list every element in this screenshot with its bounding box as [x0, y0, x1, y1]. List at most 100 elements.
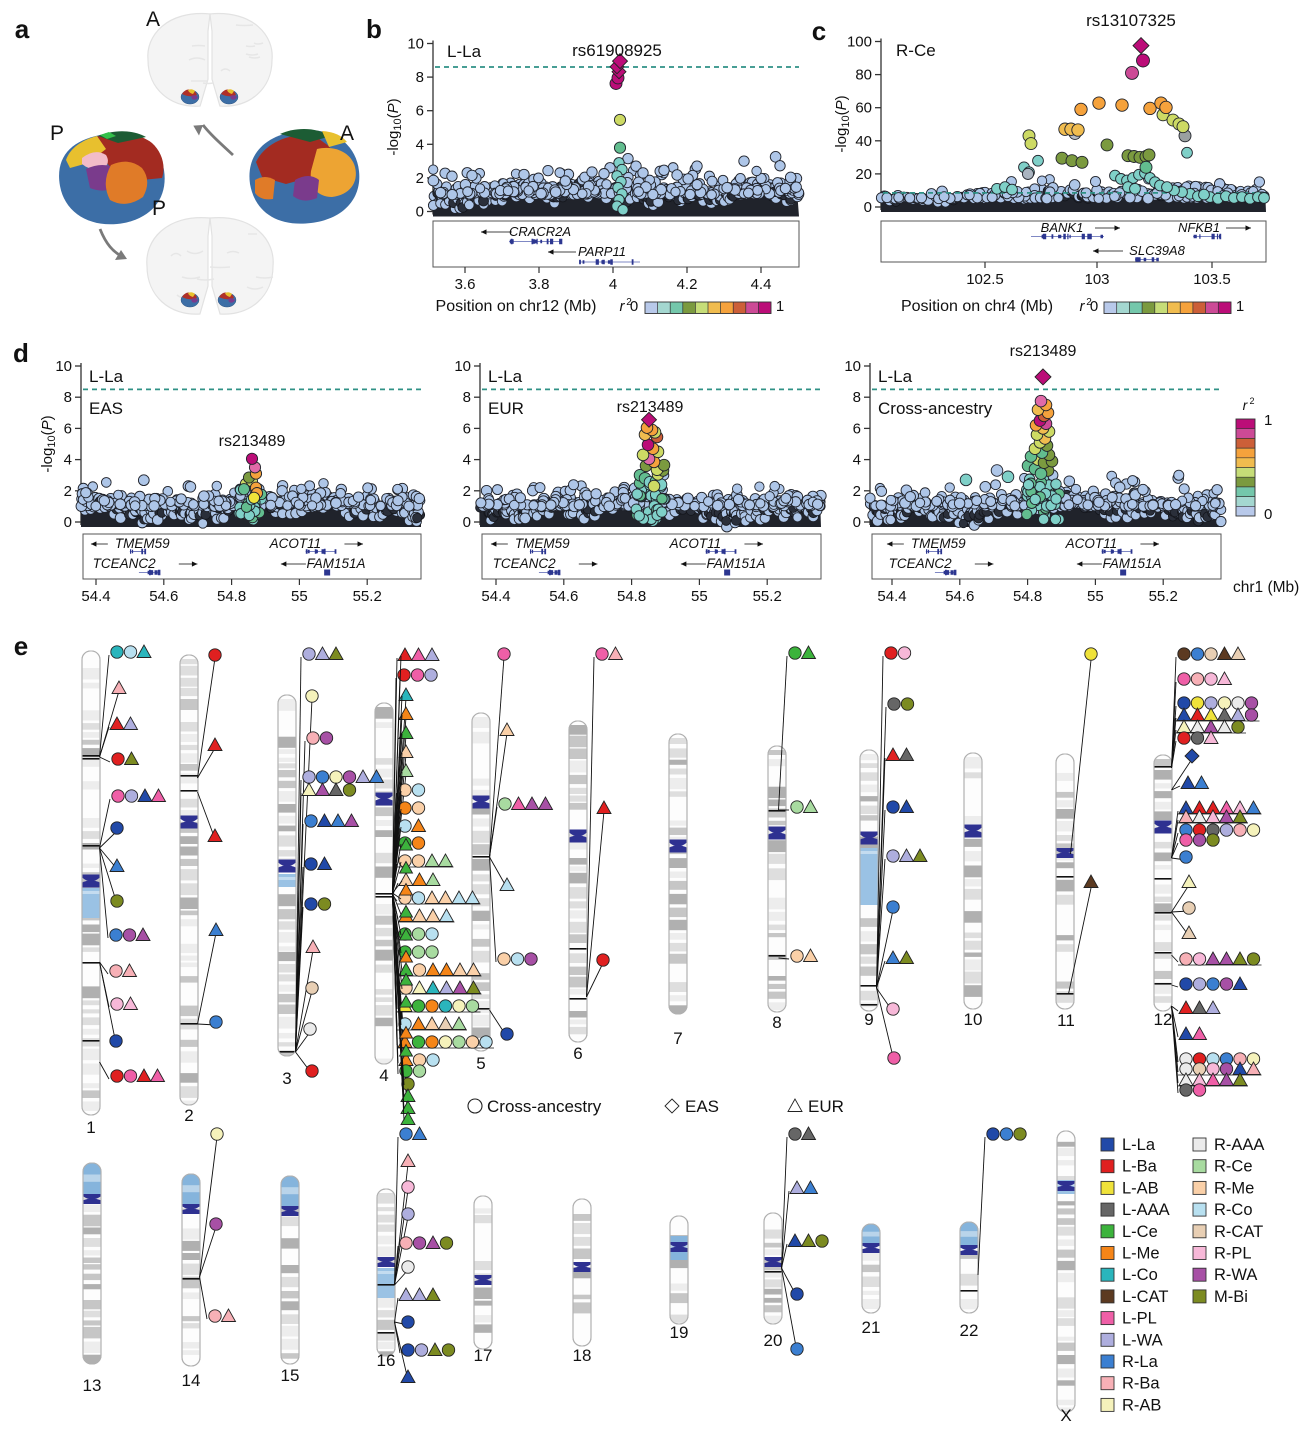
svg-text:102.5: 102.5: [966, 271, 1004, 288]
svg-text:rs61908925: rs61908925: [572, 41, 662, 60]
svg-text:6: 6: [64, 420, 72, 437]
svg-text:54.6: 54.6: [149, 588, 178, 605]
svg-text:rs13107325: rs13107325: [1086, 11, 1176, 30]
svg-text:8: 8: [463, 389, 471, 406]
svg-text:R-AAA: R-AAA: [1214, 1136, 1264, 1154]
svg-text:6: 6: [853, 420, 861, 437]
svg-text:20: 20: [855, 166, 872, 183]
svg-text:0: 0: [630, 298, 638, 315]
svg-text:8: 8: [64, 389, 72, 406]
svg-text:2: 2: [626, 297, 632, 308]
svg-text:2: 2: [184, 1106, 193, 1125]
svg-text:3.8: 3.8: [529, 276, 550, 293]
svg-text:55.2: 55.2: [1149, 588, 1178, 605]
svg-text:TCEANC2: TCEANC2: [493, 556, 557, 571]
svg-text:L-PL: L-PL: [1122, 1310, 1157, 1328]
svg-text:55.2: 55.2: [353, 588, 382, 605]
svg-text:R-La: R-La: [1122, 1353, 1159, 1371]
svg-text:54.4: 54.4: [877, 588, 906, 605]
svg-text:R-Ba: R-Ba: [1122, 1375, 1160, 1393]
svg-text:2: 2: [64, 483, 72, 500]
svg-text:L-La: L-La: [1122, 1136, 1156, 1154]
svg-text:3.6: 3.6: [455, 276, 476, 293]
svg-text:40: 40: [855, 133, 872, 150]
svg-text:BANK1: BANK1: [1041, 220, 1084, 235]
svg-text:EUR: EUR: [488, 399, 524, 418]
svg-text:TCEANC2: TCEANC2: [889, 556, 953, 571]
svg-text:2: 2: [1086, 297, 1092, 308]
svg-text:1: 1: [1264, 412, 1272, 429]
svg-text:Cross-ancestry: Cross-ancestry: [487, 1097, 602, 1116]
svg-text:P: P: [152, 197, 166, 220]
svg-text:-log10(P): -log10(P): [385, 98, 404, 155]
svg-text:2: 2: [1249, 396, 1254, 406]
svg-text:A: A: [146, 8, 160, 31]
svg-text:3: 3: [282, 1069, 291, 1088]
svg-text:EUR: EUR: [808, 1097, 844, 1116]
svg-text:0: 0: [1264, 506, 1272, 523]
svg-text:8: 8: [853, 389, 861, 406]
svg-text:a: a: [15, 14, 30, 44]
svg-text:103.5: 103.5: [1193, 271, 1231, 288]
svg-text:1: 1: [86, 1118, 95, 1137]
svg-text:rs213489: rs213489: [219, 433, 286, 450]
svg-text:6: 6: [416, 103, 424, 120]
svg-text:4.4: 4.4: [751, 276, 772, 293]
svg-text:R-Me: R-Me: [1214, 1179, 1254, 1197]
svg-text:22: 22: [960, 1321, 979, 1340]
svg-text:L-Me: L-Me: [1122, 1245, 1160, 1263]
svg-text:b: b: [366, 14, 382, 44]
svg-text:Cross-ancestry: Cross-ancestry: [878, 399, 993, 418]
svg-text:2: 2: [463, 483, 471, 500]
svg-text:-log10(P): -log10(P): [833, 95, 852, 152]
svg-text:Position on chr4 (Mb): Position on chr4 (Mb): [901, 298, 1053, 315]
svg-text:2: 2: [416, 170, 424, 187]
svg-text:16: 16: [377, 1351, 396, 1370]
svg-text:54.8: 54.8: [617, 588, 646, 605]
svg-text:6: 6: [463, 420, 471, 437]
svg-text:12: 12: [1154, 1010, 1173, 1029]
svg-text:TCEANC2: TCEANC2: [93, 556, 157, 571]
svg-text:ACOT11: ACOT11: [1065, 536, 1118, 551]
svg-text:4: 4: [853, 452, 861, 469]
svg-text:4.2: 4.2: [677, 276, 698, 293]
svg-text:L-CAT: L-CAT: [1122, 1288, 1168, 1306]
svg-text:6: 6: [573, 1044, 582, 1063]
svg-text:18: 18: [573, 1346, 592, 1365]
svg-text:FAM151A: FAM151A: [1102, 556, 1161, 571]
svg-text:4: 4: [609, 276, 617, 293]
svg-text:54.6: 54.6: [945, 588, 974, 605]
svg-text:54.8: 54.8: [217, 588, 246, 605]
svg-text:19: 19: [670, 1323, 689, 1342]
svg-text:10: 10: [55, 358, 72, 375]
svg-text:55.2: 55.2: [753, 588, 782, 605]
svg-text:L-Ce: L-Ce: [1122, 1223, 1158, 1241]
svg-text:9: 9: [864, 1010, 873, 1029]
svg-text:R-Co: R-Co: [1214, 1201, 1253, 1219]
svg-text:EAS: EAS: [89, 399, 123, 418]
svg-text:ACOT11: ACOT11: [669, 536, 722, 551]
svg-text:4: 4: [416, 136, 424, 153]
svg-text:L-AAA: L-AAA: [1122, 1201, 1170, 1219]
svg-text:20: 20: [764, 1331, 783, 1350]
svg-text:10: 10: [454, 358, 471, 375]
svg-text:8: 8: [772, 1013, 781, 1032]
svg-text:R-CAT: R-CAT: [1214, 1223, 1263, 1241]
svg-text:55: 55: [1087, 588, 1104, 605]
svg-text:d: d: [13, 338, 29, 368]
svg-text:FAM151A: FAM151A: [706, 556, 765, 571]
svg-text:r: r: [1080, 298, 1086, 315]
svg-text:A: A: [340, 122, 354, 145]
svg-text:TMEM59: TMEM59: [115, 536, 170, 551]
svg-text:L-Co: L-Co: [1122, 1266, 1158, 1284]
svg-text:2: 2: [853, 483, 861, 500]
svg-text:100: 100: [847, 34, 872, 51]
svg-text:13: 13: [83, 1376, 102, 1395]
svg-text:0: 0: [416, 204, 424, 221]
svg-text:SLC39A8: SLC39A8: [1129, 243, 1185, 258]
svg-text:r: r: [620, 298, 626, 315]
svg-text:11: 11: [1057, 1011, 1075, 1030]
svg-text:54.4: 54.4: [81, 588, 110, 605]
svg-text:L-AB: L-AB: [1122, 1179, 1159, 1197]
svg-text:55: 55: [691, 588, 708, 605]
